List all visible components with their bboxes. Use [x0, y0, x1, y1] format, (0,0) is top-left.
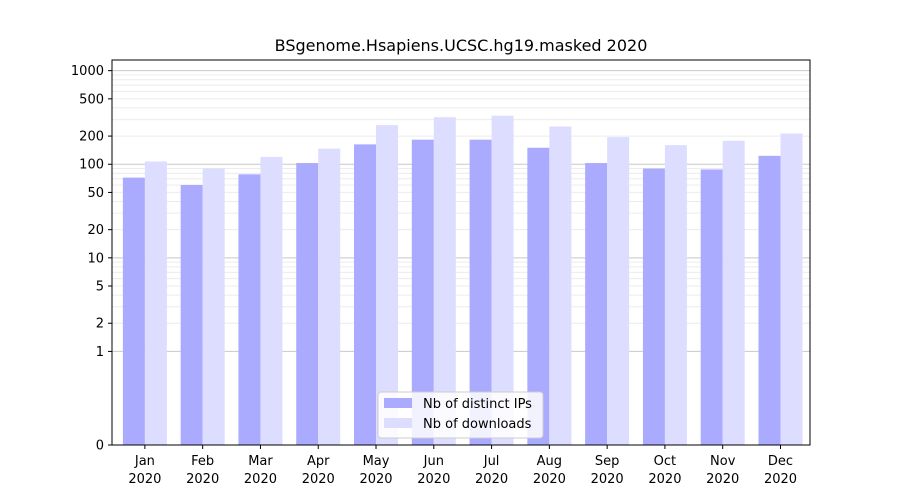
x-tick-label-year: 2020	[186, 472, 219, 487]
y-tick-label: 1000	[71, 64, 104, 79]
x-tick-label-month: Aug	[537, 454, 562, 469]
bar-distinct-ips	[585, 163, 608, 445]
bar-distinct-ips	[527, 147, 550, 445]
bar-distinct-ips	[642, 168, 665, 445]
legend-label: Nb of downloads	[423, 417, 532, 432]
bar-distinct-ips	[238, 174, 261, 445]
x-tick-label-month: Oct	[654, 454, 676, 469]
legend-box	[377, 391, 544, 439]
x-tick-label-year: 2020	[244, 472, 277, 487]
bar-downloads	[144, 161, 167, 445]
bar-downloads	[433, 117, 456, 445]
bar-downloads	[491, 115, 514, 445]
bar-downloads	[722, 140, 745, 445]
y-tick-label: 200	[79, 130, 104, 145]
x-tick-label-year: 2020	[128, 472, 161, 487]
x-tick-label-year: 2020	[475, 472, 508, 487]
bar-distinct-ips	[296, 163, 319, 445]
y-tick-label: 20	[87, 223, 104, 238]
bar-downloads	[549, 126, 572, 446]
x-tick-label-month: Jul	[483, 454, 500, 469]
x-tick-label-month: Jan	[134, 454, 155, 469]
x-tick-label-month: Sep	[595, 454, 620, 469]
bar-distinct-ips	[469, 139, 492, 445]
y-tick-label: 10	[87, 251, 104, 266]
x-tick-label-month: Jun	[423, 454, 444, 469]
legend-label: Nb of distinct IPs	[423, 397, 532, 412]
x-tick-label-month: May	[363, 454, 390, 469]
x-tick-label-year: 2020	[359, 472, 392, 487]
bar-distinct-ips	[180, 185, 203, 445]
chart-title: BSgenome.Hsapiens.UCSC.hg19.masked 2020	[275, 36, 648, 55]
bars-layer	[122, 115, 803, 446]
axes-layer: 0 1 2 5 10 20 50 100 200 500 1000 Jan 2020 Feb 2020 Mar…	[71, 59, 811, 487]
y-tick-label: 0	[96, 439, 104, 454]
bar-distinct-ips	[700, 169, 723, 446]
legend: Nb of distinct IPs Nb of downloads	[377, 391, 544, 439]
y-tick-label: 5	[96, 280, 104, 295]
bar-downloads	[376, 125, 399, 446]
x-tick-label-year: 2020	[648, 472, 681, 487]
bar-downloads	[607, 137, 630, 445]
y-tick-label: 1	[96, 345, 104, 360]
x-tick-label-year: 2020	[764, 472, 797, 487]
x-tick-label-month: Feb	[191, 454, 214, 469]
x-tick-label-year: 2020	[417, 472, 450, 487]
x-tick-label-month: Dec	[768, 454, 793, 469]
bar-downloads	[318, 148, 341, 445]
bar-distinct-ips	[122, 177, 145, 446]
y-tick-label: 2	[96, 317, 104, 332]
grid-layer	[112, 70, 810, 352]
y-tick-label: 500	[79, 92, 104, 107]
x-tick-label-month: Nov	[710, 454, 736, 469]
y-tick-label: 50	[87, 186, 104, 201]
bar-downloads	[260, 156, 283, 446]
x-tick-label-year: 2020	[591, 472, 624, 487]
bar-downloads	[780, 133, 803, 445]
bar-distinct-ips	[354, 144, 377, 445]
bar-downloads	[202, 168, 225, 445]
bar-distinct-ips	[411, 139, 434, 445]
x-tick-label-month: Mar	[248, 454, 273, 469]
bar-downloads	[664, 145, 687, 445]
x-tick-label-year: 2020	[533, 472, 566, 487]
bar-distinct-ips	[758, 155, 781, 445]
legend-swatch	[384, 418, 412, 428]
legend-swatch	[384, 398, 412, 408]
x-tick-label-year: 2020	[706, 472, 739, 487]
plot-frame	[111, 59, 811, 446]
x-tick-label-year: 2020	[302, 472, 335, 487]
x-tick-label-month: Apr	[307, 454, 330, 469]
y-tick-label: 100	[79, 158, 104, 173]
